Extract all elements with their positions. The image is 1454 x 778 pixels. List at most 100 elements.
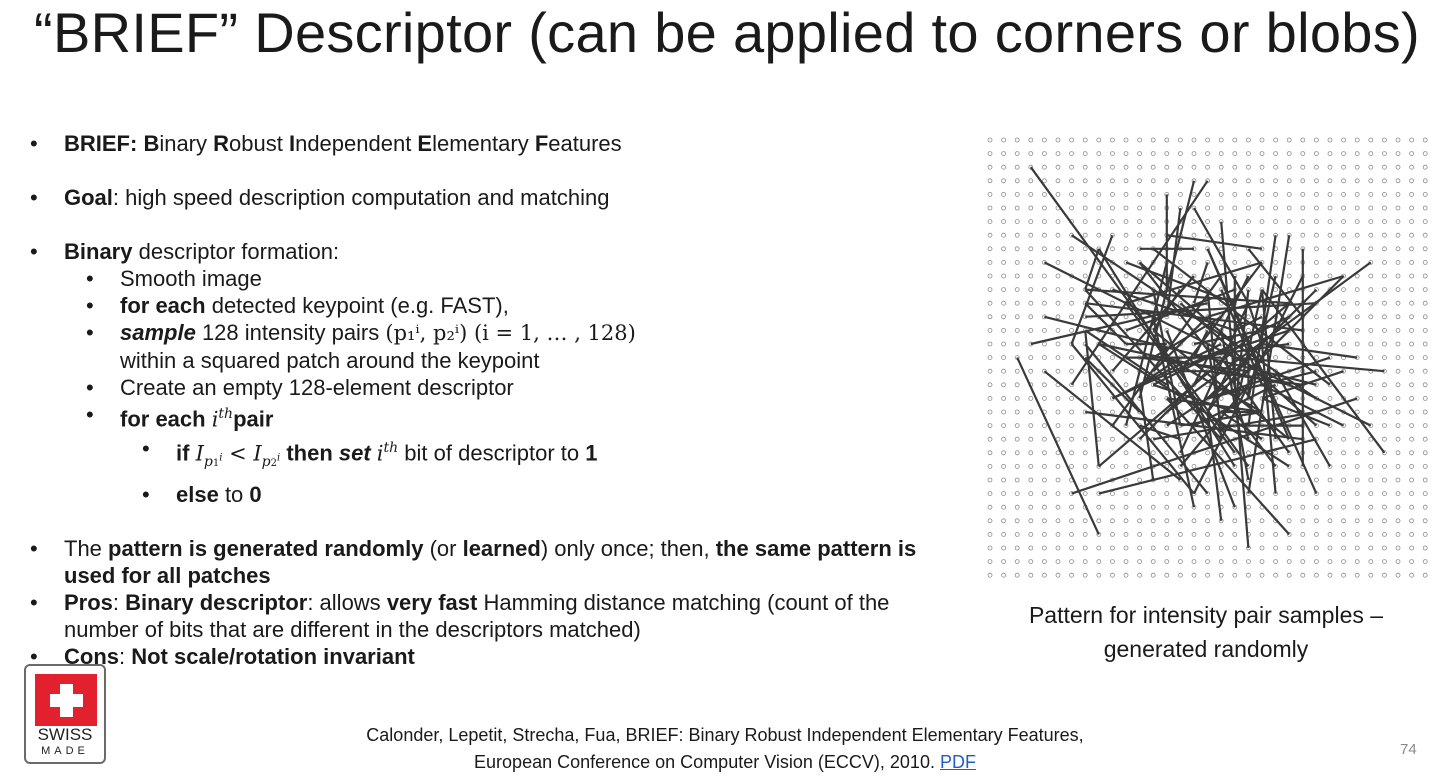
- grid-dot: [1232, 137, 1238, 143]
- sub-bullet-sample-line2: within a squared patch around the keypoi…: [120, 348, 540, 373]
- grid-dot: [1259, 164, 1265, 170]
- grid-dot: [1422, 572, 1428, 578]
- grid-dot: [1001, 436, 1007, 442]
- grid-dot: [1042, 491, 1047, 497]
- grid-dot: [1109, 545, 1115, 551]
- grid-dot: [1273, 572, 1279, 578]
- sub-sub-bullet-if: • if Ip1i < Ip2i then set ith bit of des…: [30, 435, 950, 477]
- grid-dot: [1096, 368, 1102, 374]
- grid-dot: [1368, 164, 1374, 170]
- bullet-cons: • Cons: Not scale/rotation invariant: [30, 643, 950, 670]
- logo-text-swiss: SWISS: [37, 725, 93, 744]
- grid-dot: [1341, 219, 1347, 224]
- pair-line: [1070, 343, 1195, 495]
- grid-dot: [1150, 219, 1156, 224]
- grid-dot: [1354, 273, 1360, 279]
- grid-dot: [1055, 463, 1061, 469]
- grid-dot: [1137, 219, 1143, 224]
- grid-dot: [1055, 409, 1061, 415]
- grid-dot: [1123, 450, 1129, 456]
- grid-dot: [987, 341, 993, 347]
- grid-dot: [1218, 559, 1224, 565]
- grid-dot: [1055, 259, 1061, 265]
- grid-dot: [1368, 382, 1374, 388]
- grid-dot: [1395, 259, 1401, 265]
- grid-dot: [1381, 518, 1387, 524]
- grid-dot: [1395, 273, 1401, 279]
- grid-dot: [1381, 545, 1387, 551]
- grid-dot: [1055, 545, 1061, 551]
- grid-dot: [1341, 300, 1347, 306]
- grid-dot: [1422, 545, 1428, 551]
- grid-dot: [1137, 518, 1143, 524]
- pair-line: [1207, 370, 1317, 400]
- grid-dot: [1245, 164, 1251, 170]
- grid-dot: [987, 395, 993, 401]
- grid-dot: [987, 219, 993, 224]
- grid-dot: [1409, 559, 1415, 565]
- grid-dot: [1218, 491, 1224, 497]
- grid-dot: [1082, 545, 1088, 551]
- grid-dot: [1354, 491, 1360, 497]
- grid-dot: [1150, 559, 1156, 565]
- bullet-dot: •: [30, 239, 38, 264]
- pair-line: [1261, 370, 1344, 400]
- grid-dot: [1409, 151, 1415, 157]
- grid-dot: [1341, 192, 1347, 197]
- grid-dot: [1259, 219, 1265, 224]
- pair-line: [1138, 261, 1236, 345]
- grid-dot: [1177, 164, 1183, 170]
- grid-dot: [1177, 300, 1183, 306]
- grid-dot: [1082, 463, 1088, 469]
- grid-dot: [1354, 164, 1360, 170]
- pros-t3: Hamming distance matching (count of the …: [64, 590, 890, 643]
- bullet-dot: •: [142, 482, 150, 508]
- grid-dot: [1001, 287, 1007, 293]
- grid-dot: [1150, 137, 1156, 143]
- grid-dot: [1096, 395, 1102, 401]
- bullet-pros: • Pros: Binary descriptor: allows very f…: [30, 589, 950, 643]
- pair-line: [1180, 410, 1263, 427]
- grid-dot: [1409, 450, 1415, 456]
- grid-dot: [1096, 205, 1102, 211]
- grid-dot: [1001, 559, 1007, 565]
- grid-dot: [987, 477, 993, 483]
- grid-dot: [1381, 164, 1387, 170]
- pdf-link[interactable]: PDF: [939, 752, 976, 772]
- grid-dot: [1205, 192, 1211, 197]
- grid-dot: [1273, 287, 1279, 293]
- grid-dot: [1422, 368, 1428, 374]
- grid-dot: [1354, 463, 1360, 469]
- grid-dot: [1368, 246, 1374, 252]
- bullet-brief-t3: ndependent: [295, 131, 418, 156]
- grid-dot: [1150, 491, 1156, 497]
- grid-dot: [987, 559, 993, 565]
- grid-dot: [1028, 314, 1034, 320]
- grid-dot: [1327, 545, 1333, 551]
- grid-dot: [1028, 531, 1034, 537]
- grid-dot: [1014, 232, 1020, 238]
- grid-dot: [1055, 232, 1061, 238]
- grid-dot: [1150, 151, 1156, 157]
- grid-dot: [1082, 164, 1088, 170]
- grid-dot: [1273, 450, 1279, 456]
- grid-dot: [1069, 287, 1074, 293]
- grid-dot: [1368, 151, 1374, 157]
- grid-dot: [1028, 409, 1034, 415]
- grid-dot: [1327, 368, 1333, 374]
- grid-dot: [1109, 219, 1115, 224]
- grid-dot: [987, 164, 993, 170]
- bullet-brief-t1: inary: [159, 131, 214, 156]
- sub-bullet-sample: • sample 128 intensity pairs (p₁ⁱ, p₂ⁱ) …: [30, 319, 950, 374]
- grid-dot: [1422, 450, 1428, 456]
- grid-dot: [1082, 232, 1088, 238]
- grid-dot: [1381, 314, 1387, 320]
- pair-line: [1084, 288, 1223, 440]
- grid-dot: [1259, 463, 1265, 469]
- grid-dot: [1042, 341, 1047, 347]
- grid-dot: [1150, 518, 1156, 524]
- pros-t1: :: [112, 590, 126, 616]
- grid-dot: [1300, 137, 1306, 143]
- bullet-binary-label: Binary: [64, 239, 133, 264]
- grid-dot: [1368, 300, 1374, 306]
